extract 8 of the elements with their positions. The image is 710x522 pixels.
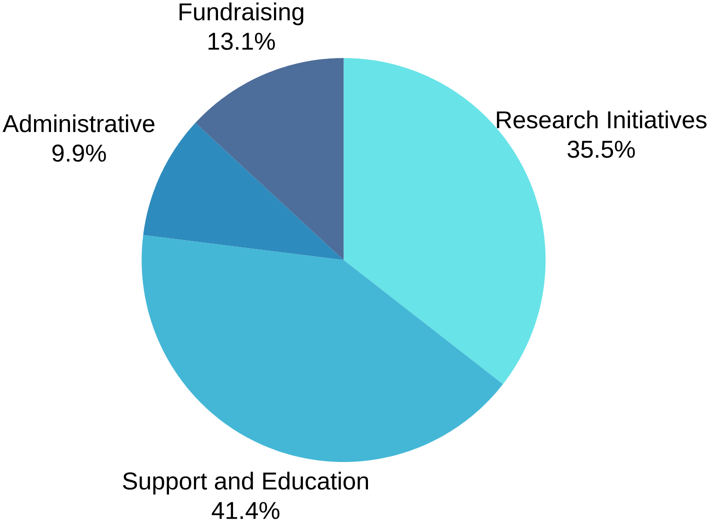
- slice-label: Support and Education: [122, 472, 368, 495]
- slice-label: Administrative: [2, 114, 154, 132]
- data-label: 35.5%: [568, 140, 635, 158]
- data-label: 41.4%: [212, 502, 280, 520]
- slice-label: Research Initiatives: [496, 110, 707, 129]
- data-label: 13.1%: [208, 32, 275, 50]
- data-label: 9.9%: [52, 144, 106, 162]
- slice-label: Fundraising: [180, 2, 304, 26]
